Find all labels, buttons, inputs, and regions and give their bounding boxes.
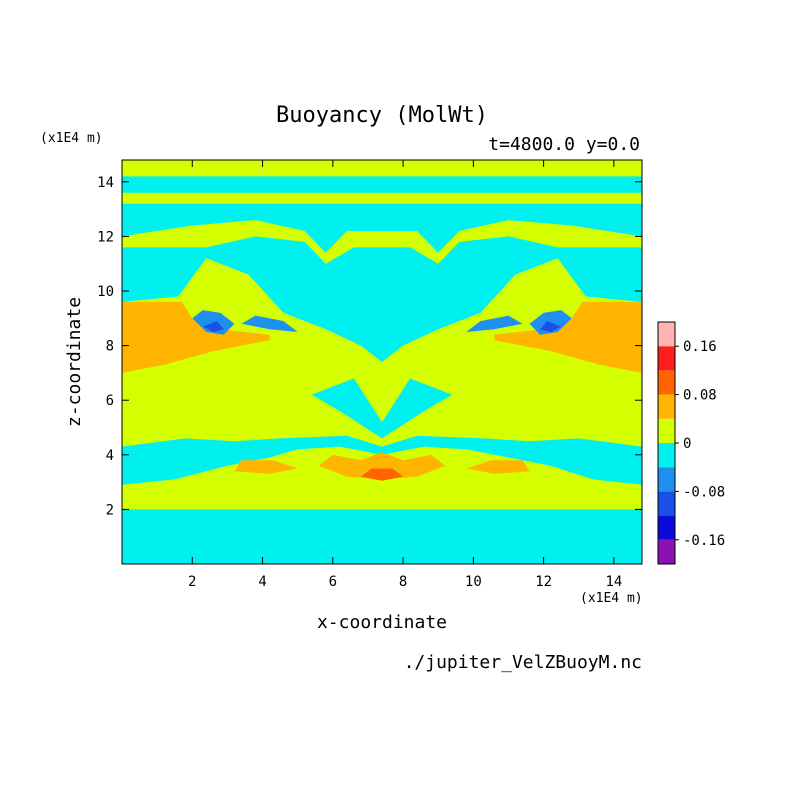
contour-region-13 <box>192 310 235 335</box>
y-tick-label-4: 4 <box>106 448 114 464</box>
contour-region-12 <box>360 468 404 481</box>
colorbar-swatch-9 <box>658 322 675 347</box>
x-tick-label-8: 8 <box>399 574 407 590</box>
x-unit-label: (x1E4 m) <box>580 591 643 606</box>
contour-region-8 <box>494 301 642 373</box>
colorbar-swatch-0 <box>658 539 675 564</box>
colorbar-label-3: 0.08 <box>683 388 717 404</box>
contour-region-18 <box>540 321 562 332</box>
y-axis: 2 4 6 8 10 12 14 <box>97 175 642 518</box>
y-axis-label: z-coordinate <box>64 297 85 427</box>
contour-region-4 <box>311 378 453 439</box>
x-tick-label-6: 6 <box>329 574 337 590</box>
colorbar-swatch-5 <box>658 418 675 443</box>
colorbar-label-2: 0 <box>683 436 691 452</box>
contour-region-7 <box>122 301 270 373</box>
colorbar: -0.16 -0.08 0 0.08 0.16 <box>657 321 725 565</box>
chart-subtitle: t=4800.0 y=0.0 <box>488 134 640 155</box>
colorbar-swatch-4 <box>658 443 675 468</box>
colorbar-swatch-7 <box>658 370 675 395</box>
colorbar-swatch-3 <box>658 467 675 492</box>
colorbar-swatch-6 <box>658 394 675 419</box>
x-tick-label-4: 4 <box>258 574 266 590</box>
chart-title: Buoyancy (MolWt) <box>276 103 488 128</box>
contour-region-15 <box>529 310 572 335</box>
contour-region-1 <box>122 509 642 564</box>
contour-region-16 <box>466 315 523 332</box>
x-axis: 2 4 6 8 10 12 14 <box>188 160 622 590</box>
y-tick-label-10: 10 <box>97 284 114 300</box>
y-tick-label-14: 14 <box>97 175 114 191</box>
colorbar-label-0: -0.16 <box>683 533 725 549</box>
x-axis-label: x-coordinate <box>317 612 447 633</box>
contour-region-14 <box>241 315 298 332</box>
contour-region-11 <box>466 460 530 474</box>
colorbar-swatch-8 <box>658 346 675 371</box>
y-tick-label-8: 8 <box>106 339 114 355</box>
filename-label: ./jupiter_VelZBuoyM.nc <box>404 652 642 673</box>
colorbar-swatch-2 <box>658 491 675 516</box>
colorbar-label-4: 0.16 <box>683 339 717 355</box>
contour-region-10 <box>234 460 298 474</box>
colorbar-swatch-1 <box>658 515 675 540</box>
contour-region-5 <box>122 176 642 193</box>
x-tick-label-14: 14 <box>605 574 622 590</box>
contour-region-6 <box>122 220 642 264</box>
y-tick-label-2: 2 <box>106 502 114 518</box>
contour-region-3 <box>122 203 642 362</box>
y-tick-label-6: 6 <box>106 393 114 409</box>
colorbar-label-1: -0.08 <box>683 484 725 500</box>
x-tick-label-10: 10 <box>465 574 482 590</box>
x-tick-label-2: 2 <box>188 574 196 590</box>
y-unit-label: (x1E4 m) <box>40 131 103 146</box>
y-tick-label-12: 12 <box>97 229 114 245</box>
plot-frame <box>121 159 643 565</box>
contour-region-9 <box>318 452 446 480</box>
x-tick-label-12: 12 <box>535 574 552 590</box>
contour-region-2 <box>122 435 642 485</box>
contour-field <box>122 160 642 564</box>
contour-region-17 <box>202 321 224 332</box>
